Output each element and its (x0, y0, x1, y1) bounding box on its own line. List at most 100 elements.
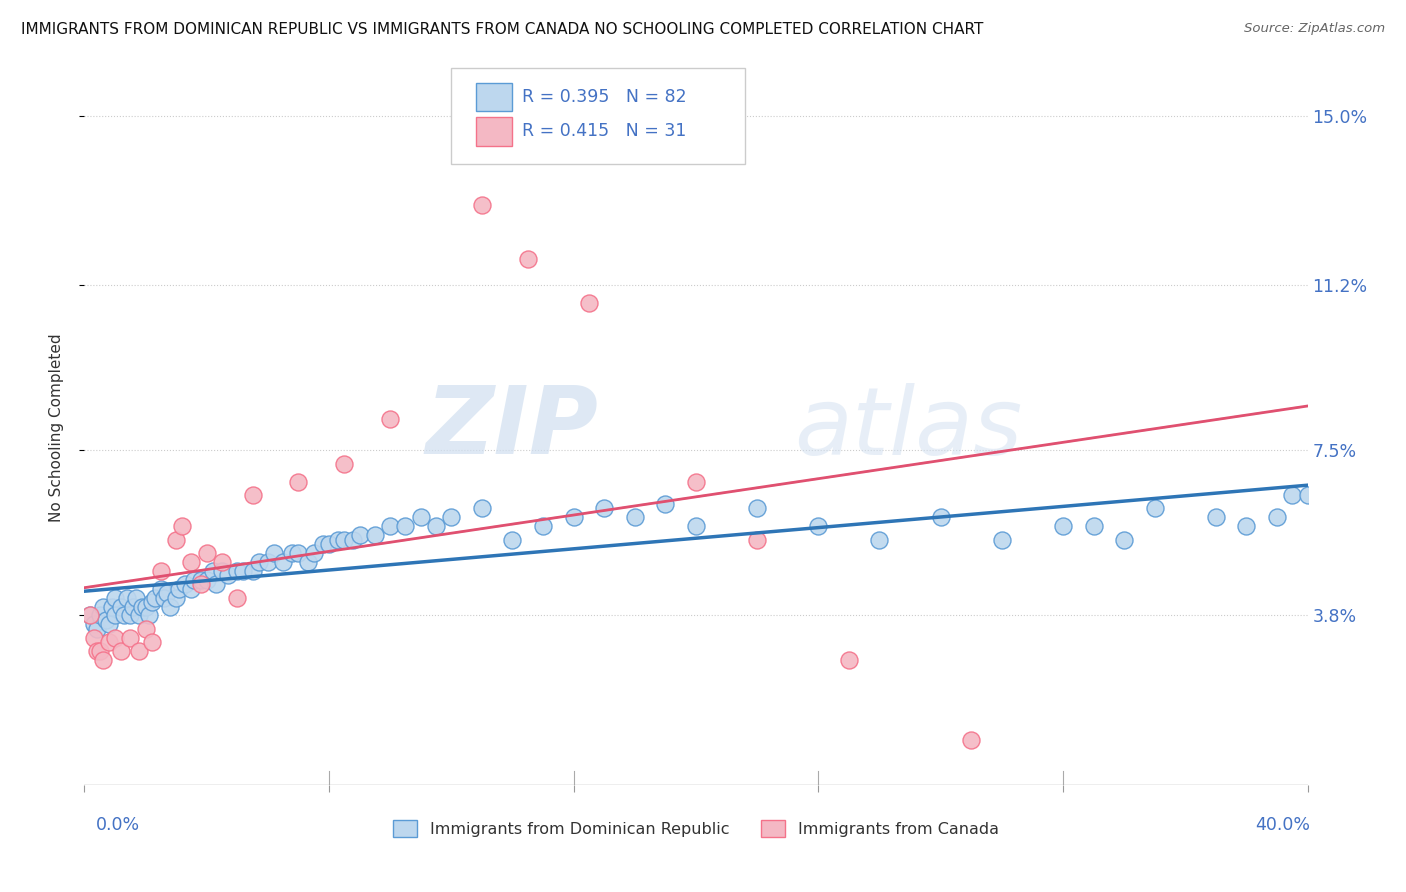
Text: atlas: atlas (794, 383, 1022, 474)
Point (89, 608, 111, 623)
Point (312, 537, 335, 551)
Point (217, 568, 239, 582)
Point (747, 533, 769, 547)
Point (380, 519, 402, 533)
Text: 0.0%: 0.0% (96, 816, 139, 834)
Point (89, 644, 111, 658)
Point (128, 644, 150, 658)
Point (302, 546, 325, 560)
Point (869, 533, 891, 547)
Point (195, 546, 218, 560)
Point (110, 644, 132, 658)
Point (263, 546, 285, 560)
Point (807, 519, 830, 533)
Point (125, 591, 148, 605)
Point (156, 586, 179, 600)
Point (97, 635, 120, 649)
Point (91, 653, 114, 667)
Text: IMMIGRANTS FROM DOMINICAN REPUBLIC VS IMMIGRANTS FROM CANADA NO SCHOOLING COMPLE: IMMIGRANTS FROM DOMINICAN REPUBLIC VS IM… (21, 22, 983, 37)
Point (502, 533, 524, 547)
Point (120, 631, 142, 645)
Point (183, 573, 205, 587)
Point (104, 631, 127, 645)
Point (364, 528, 387, 542)
Point (960, 733, 983, 747)
Legend: Immigrants from Dominican Republic, Immigrants from Canada: Immigrants from Dominican Republic, Immi… (385, 813, 1007, 845)
Point (342, 533, 364, 547)
Point (394, 519, 416, 533)
Point (86, 622, 108, 636)
Point (242, 564, 264, 578)
Point (104, 591, 127, 605)
Point (226, 591, 249, 605)
Point (297, 555, 319, 569)
Point (128, 608, 150, 623)
Point (115, 591, 138, 605)
Point (79, 608, 101, 623)
Point (1083, 519, 1105, 533)
Point (654, 497, 676, 511)
Point (149, 582, 172, 596)
Point (624, 510, 647, 524)
Point (131, 599, 153, 614)
Point (1143, 501, 1166, 516)
Point (257, 555, 280, 569)
Point (122, 599, 145, 614)
Point (211, 564, 233, 578)
Point (318, 537, 340, 551)
Point (409, 510, 432, 524)
Point (562, 510, 585, 524)
Point (281, 546, 304, 560)
Point (190, 573, 212, 587)
Point (1205, 510, 1227, 524)
Point (83, 617, 105, 632)
Text: Source: ZipAtlas.com: Source: ZipAtlas.com (1244, 22, 1385, 36)
Point (747, 501, 769, 516)
Point (135, 622, 157, 636)
Text: R = 0.415   N = 31: R = 0.415 N = 31 (522, 122, 686, 140)
Point (516, 252, 538, 266)
Point (287, 546, 309, 560)
Point (86, 644, 108, 658)
Point (593, 501, 616, 516)
Point (101, 599, 124, 614)
Point (138, 608, 160, 623)
Point (195, 573, 218, 587)
Point (242, 488, 264, 502)
Point (1265, 510, 1288, 524)
Point (159, 599, 181, 614)
Point (247, 555, 270, 569)
Point (685, 519, 707, 533)
Point (149, 564, 172, 578)
Point (83, 631, 105, 645)
Point (180, 582, 202, 596)
Point (112, 608, 135, 623)
Point (110, 599, 132, 614)
Point (1281, 488, 1303, 502)
Point (425, 519, 447, 533)
Point (172, 519, 194, 533)
Point (135, 599, 157, 614)
Point (143, 591, 166, 605)
Point (471, 501, 494, 516)
Point (167, 582, 190, 596)
Point (328, 533, 350, 547)
Point (232, 564, 254, 578)
Point (180, 555, 202, 569)
Point (79, 608, 101, 623)
Point (153, 591, 176, 605)
FancyBboxPatch shape (451, 68, 745, 164)
Point (287, 475, 309, 489)
Point (165, 533, 187, 547)
Point (201, 564, 224, 578)
Point (141, 595, 163, 609)
Text: R = 0.395   N = 82: R = 0.395 N = 82 (522, 88, 688, 106)
Point (440, 510, 463, 524)
Y-axis label: No Schooling Completed: No Schooling Completed (49, 334, 63, 523)
Point (578, 296, 600, 310)
Point (226, 564, 249, 578)
Point (165, 591, 187, 605)
Point (174, 577, 197, 591)
Point (211, 555, 233, 569)
Point (929, 510, 952, 524)
